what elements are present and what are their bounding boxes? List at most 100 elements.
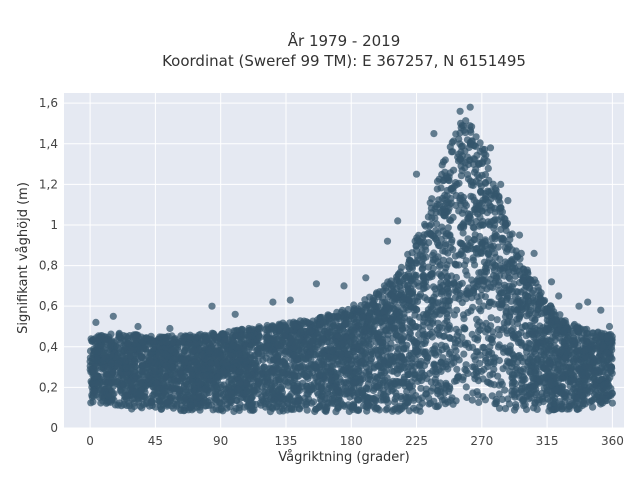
data-point bbox=[603, 334, 611, 342]
data-point bbox=[502, 220, 510, 228]
data-point bbox=[297, 328, 305, 336]
data-point bbox=[473, 315, 481, 323]
data-point bbox=[438, 288, 446, 296]
data-point bbox=[281, 355, 289, 363]
data-point bbox=[424, 213, 432, 221]
data-point bbox=[466, 214, 474, 222]
data-point bbox=[484, 164, 492, 172]
data-point bbox=[405, 259, 413, 268]
data-point bbox=[414, 360, 422, 368]
data-point bbox=[486, 206, 494, 214]
data-point bbox=[237, 374, 245, 382]
data-point bbox=[419, 264, 427, 272]
data-point bbox=[288, 401, 296, 409]
data-point bbox=[297, 363, 305, 371]
data-point bbox=[302, 401, 310, 409]
data-point bbox=[513, 288, 521, 296]
data-point bbox=[412, 259, 420, 267]
data-point bbox=[361, 333, 369, 341]
data-point bbox=[500, 319, 508, 327]
data-point bbox=[607, 343, 616, 351]
data-point bbox=[508, 371, 516, 379]
data-point bbox=[426, 273, 434, 281]
data-point bbox=[603, 363, 612, 371]
data-point bbox=[469, 280, 477, 288]
data-point bbox=[354, 330, 362, 338]
data-point bbox=[405, 355, 413, 363]
data-point bbox=[485, 302, 493, 310]
data-point bbox=[488, 392, 496, 400]
data-point bbox=[460, 350, 468, 358]
data-point bbox=[551, 336, 559, 344]
data-point bbox=[449, 400, 457, 408]
data-point bbox=[559, 374, 567, 382]
data-point bbox=[187, 353, 195, 361]
data-point bbox=[489, 283, 497, 291]
data-point bbox=[95, 336, 103, 344]
data-point bbox=[384, 301, 392, 309]
data-point bbox=[323, 313, 332, 321]
data-point bbox=[168, 402, 176, 410]
data-point bbox=[405, 407, 413, 415]
data-point bbox=[399, 299, 407, 307]
data-point bbox=[376, 319, 384, 327]
data-point bbox=[99, 357, 107, 365]
data-point bbox=[439, 177, 447, 185]
data-point bbox=[464, 235, 472, 243]
data-point bbox=[477, 221, 485, 229]
data-point bbox=[420, 271, 428, 280]
data-point bbox=[303, 406, 311, 414]
data-point bbox=[354, 305, 362, 313]
data-point bbox=[482, 193, 490, 201]
data-point bbox=[579, 392, 587, 400]
data-point bbox=[226, 350, 234, 359]
data-point bbox=[236, 380, 244, 388]
data-point bbox=[454, 372, 462, 380]
data-point bbox=[182, 380, 190, 388]
data-point bbox=[442, 381, 451, 389]
data-point bbox=[480, 271, 488, 280]
data-point bbox=[476, 232, 484, 241]
data-point bbox=[518, 323, 526, 332]
data-point bbox=[455, 356, 463, 364]
data-point bbox=[486, 241, 494, 249]
data-point bbox=[205, 347, 213, 355]
data-point bbox=[476, 359, 484, 367]
data-point bbox=[148, 358, 156, 366]
data-point bbox=[494, 325, 502, 333]
data-point bbox=[513, 319, 522, 328]
data-point bbox=[211, 394, 219, 402]
data-point bbox=[390, 354, 398, 362]
data-point bbox=[233, 332, 241, 340]
data-point bbox=[464, 171, 472, 179]
data-point bbox=[540, 297, 548, 305]
data-point bbox=[126, 352, 134, 360]
data-point bbox=[494, 343, 502, 351]
data-point bbox=[432, 402, 440, 410]
data-point bbox=[334, 345, 342, 353]
data-point bbox=[499, 365, 507, 373]
data-point bbox=[433, 177, 442, 185]
data-point bbox=[390, 305, 399, 313]
data-point bbox=[326, 325, 334, 333]
data-point bbox=[443, 313, 451, 321]
data-point bbox=[478, 171, 486, 179]
data-point bbox=[131, 388, 139, 396]
data-point bbox=[139, 368, 147, 376]
data-point bbox=[474, 333, 482, 342]
data-point bbox=[117, 339, 125, 347]
data-point bbox=[452, 201, 460, 210]
data-point bbox=[447, 238, 456, 246]
data-point bbox=[128, 405, 136, 413]
data-point bbox=[586, 383, 594, 391]
data-point bbox=[176, 394, 184, 402]
data-point bbox=[501, 264, 509, 272]
data-point bbox=[501, 405, 509, 413]
data-point bbox=[474, 321, 482, 329]
data-point bbox=[177, 332, 185, 340]
data-point bbox=[120, 353, 128, 361]
data-point bbox=[523, 312, 531, 320]
data-point bbox=[325, 319, 334, 327]
data-point bbox=[435, 270, 443, 278]
data-point bbox=[570, 341, 578, 349]
